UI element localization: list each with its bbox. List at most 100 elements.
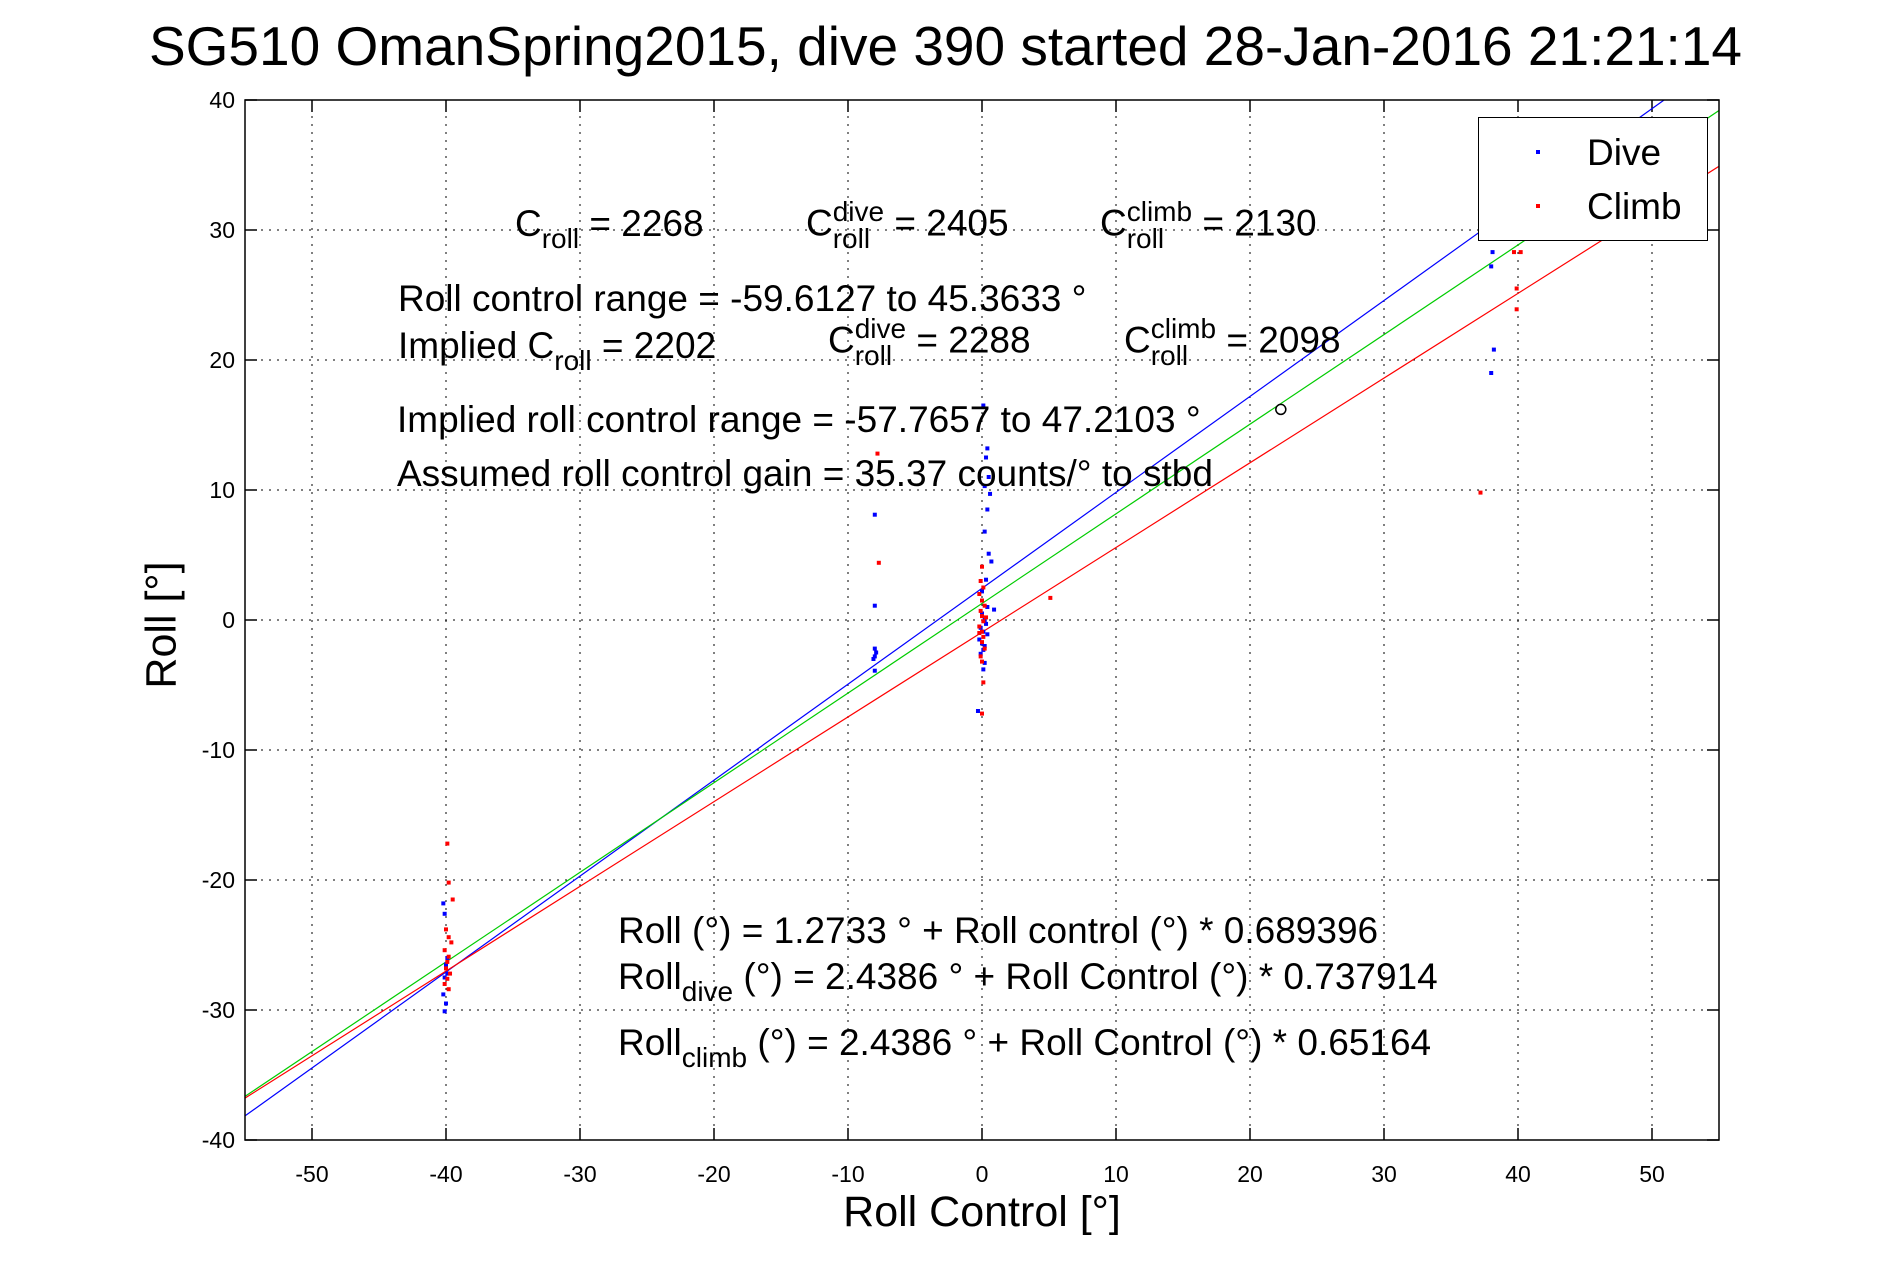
- equation-dive: Rolldive (°) = 2.4386 ° + Roll Control (…: [618, 956, 1438, 1007]
- climb-point: [982, 646, 987, 651]
- dive-point: [441, 901, 446, 906]
- dive-point: [442, 911, 447, 916]
- climb-point: [442, 982, 447, 986]
- dive-point: [980, 611, 984, 616]
- x-tick-label: 50: [1639, 1161, 1665, 1187]
- dive-point: [985, 605, 990, 609]
- grid: [245, 99, 1719, 1141]
- dive-point: [982, 644, 987, 648]
- x-tick-label: -50: [295, 1161, 328, 1187]
- climb-marker-icon: [1536, 204, 1540, 208]
- climb-point: [446, 935, 451, 940]
- climb-point: [875, 451, 880, 456]
- climb-point: [980, 598, 984, 603]
- dive-point: [444, 962, 448, 967]
- x-tick-label: -40: [429, 1161, 462, 1187]
- x-axis-label: Roll Control [°]: [843, 1188, 1121, 1236]
- climb-point: [444, 966, 448, 971]
- climb-point: [977, 624, 982, 629]
- x-tick-label: 0: [976, 1161, 989, 1187]
- x-tick-label: 10: [1103, 1161, 1129, 1187]
- dive-point: [982, 484, 987, 489]
- climb-point: [445, 841, 450, 846]
- climb-point: [977, 631, 982, 635]
- climb-point: [1511, 250, 1516, 255]
- legend-item-dive: Dive: [1479, 128, 1707, 178]
- dive-point: [977, 637, 982, 642]
- climb-point: [981, 680, 986, 685]
- climb-point: [977, 592, 982, 596]
- y-tick-label: 30: [209, 217, 235, 243]
- climb-point: [445, 959, 450, 964]
- climb-point: [980, 711, 984, 716]
- dive-point: [441, 992, 446, 997]
- climb-point: [980, 614, 984, 619]
- dive-point: [444, 1001, 448, 1006]
- dive-point: [980, 589, 984, 594]
- dive-point: [1489, 264, 1494, 269]
- dive-point: [872, 668, 877, 673]
- climb-point: [445, 976, 450, 981]
- dive-point: [981, 403, 986, 408]
- data-points: [441, 250, 1523, 1014]
- dive-point: [874, 650, 879, 655]
- axis-ticks: -50 -40 -30 -20 -10 0 10 20 30 40 50 -40 -30 -20 -10 0 1…: [202, 87, 1719, 1187]
- legend: Dive Climb: [1478, 117, 1708, 241]
- dive-point: [985, 446, 990, 451]
- dive-point: [978, 651, 983, 656]
- annotation-roll-control-range: Roll control range = -59.6127 to 45.3633…: [398, 278, 1087, 319]
- climb-point: [1514, 307, 1519, 312]
- dive-point: [442, 975, 447, 980]
- x-tick-label: 20: [1237, 1161, 1263, 1187]
- dive-point: [984, 455, 989, 460]
- dive-point: [445, 971, 450, 976]
- dive-marker-icon: [1536, 150, 1540, 154]
- equation-overall: Roll (°) = 1.2733 ° + Roll control (°) *…: [618, 910, 1379, 951]
- dive-point: [989, 559, 994, 564]
- climb-point: [984, 615, 989, 620]
- x-tick-label: 40: [1505, 1161, 1531, 1187]
- dive-point: [872, 512, 877, 517]
- climb-point: [980, 659, 984, 664]
- dive-point: [981, 667, 986, 672]
- dive-point: [442, 1009, 447, 1014]
- climb-point: [446, 987, 451, 992]
- climb-point: [1514, 286, 1519, 291]
- equation-climb: Rollclimb (°) = 2.4386 ° + Roll Control …: [618, 1022, 1432, 1073]
- dive-point: [985, 507, 990, 512]
- climb-point: [981, 634, 986, 639]
- dive-point: [984, 577, 989, 582]
- climb-point: [448, 971, 453, 976]
- axes-box: [244, 99, 1720, 1141]
- climb-point: [449, 940, 454, 945]
- climb-point: [978, 579, 983, 583]
- climb-point: [980, 640, 984, 645]
- climb-point: [980, 629, 984, 634]
- y-tick-label: -20: [202, 867, 235, 893]
- chart-title: SG510 OmanSpring2015, dive 390 started 2…: [148, 15, 1743, 77]
- x-tick-label: -20: [697, 1161, 730, 1187]
- dive-point: [986, 475, 991, 479]
- dive-point: [872, 646, 877, 651]
- y-tick-label: 20: [209, 347, 235, 373]
- dive-point: [871, 657, 876, 661]
- climb-point: [978, 608, 983, 613]
- climb-point: [446, 880, 451, 885]
- x-tick-label: -30: [563, 1161, 596, 1187]
- dive-point: [982, 660, 987, 665]
- climb-point: [446, 954, 451, 959]
- y-tick-label: 40: [209, 87, 235, 113]
- climb-point: [876, 560, 881, 565]
- y-tick-label: -30: [202, 997, 235, 1023]
- climb-point: [981, 619, 986, 624]
- y-axis-label: Roll [°]: [137, 561, 186, 689]
- climb-point: [982, 603, 987, 608]
- legend-label-climb: Climb: [1587, 186, 1682, 227]
- dive-point: [1489, 371, 1494, 375]
- dive-point: [986, 551, 991, 556]
- annotation-implied-c-roll: Implied Croll = 2202: [398, 325, 717, 376]
